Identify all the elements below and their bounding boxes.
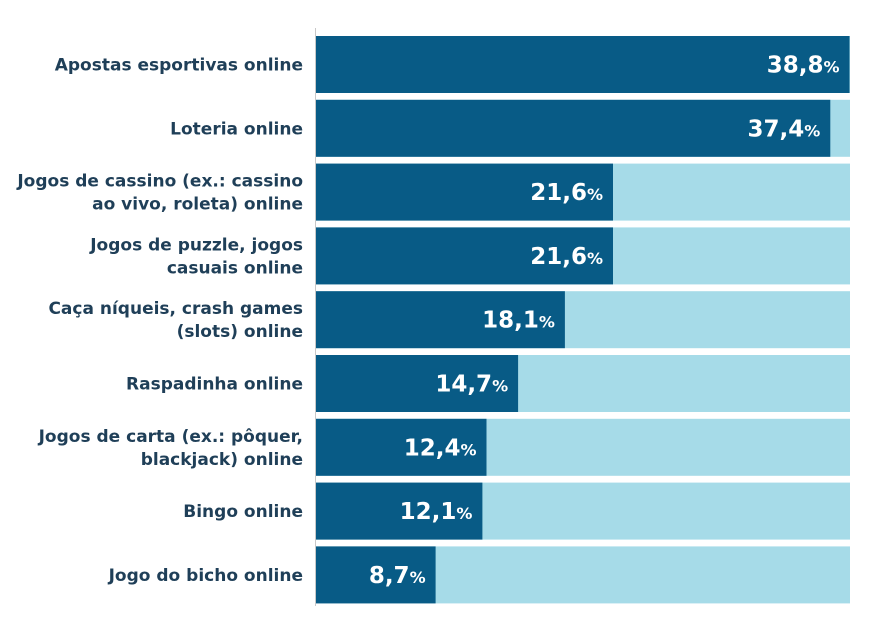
category-label: Jogo do bicho online [108,566,303,586]
category-label: Jogos de puzzle, jogos casuais online [89,235,303,278]
bar [316,227,613,285]
value-label: 21,6% [530,180,603,206]
bars-group: Apostas esportivas online 38,8% Loteria on… [16,36,850,604]
category-label: Jogos de carta (ex.: pôquer, blackjack) o… [38,427,303,470]
bar [316,36,850,93]
bar [316,291,565,349]
category-label: Jogos de cassino (ex.: cassino ao vivo, r… [16,172,303,215]
value-label: 12,1% [400,499,473,525]
value-label: 8,7% [369,563,426,589]
value-label: 38,8% [767,53,840,79]
bar [316,482,483,540]
category-label: Bingo online [183,502,303,522]
bar [316,99,831,157]
category-label: Raspadinha online [126,375,303,395]
category-label: Loteria online [170,119,303,139]
bar [316,163,613,221]
value-label: 21,6% [530,244,603,270]
bar [316,355,519,412]
bar [316,546,436,604]
value-label: 12,4% [404,435,477,461]
value-label: 37,4% [748,116,821,142]
category-label: Caça níqueis, crash games (slots) online [48,299,303,342]
category-label: Apostas esportivas online [55,56,303,76]
value-label: 14,7% [435,372,508,398]
bar [316,418,487,476]
value-label: 18,1% [482,308,555,334]
